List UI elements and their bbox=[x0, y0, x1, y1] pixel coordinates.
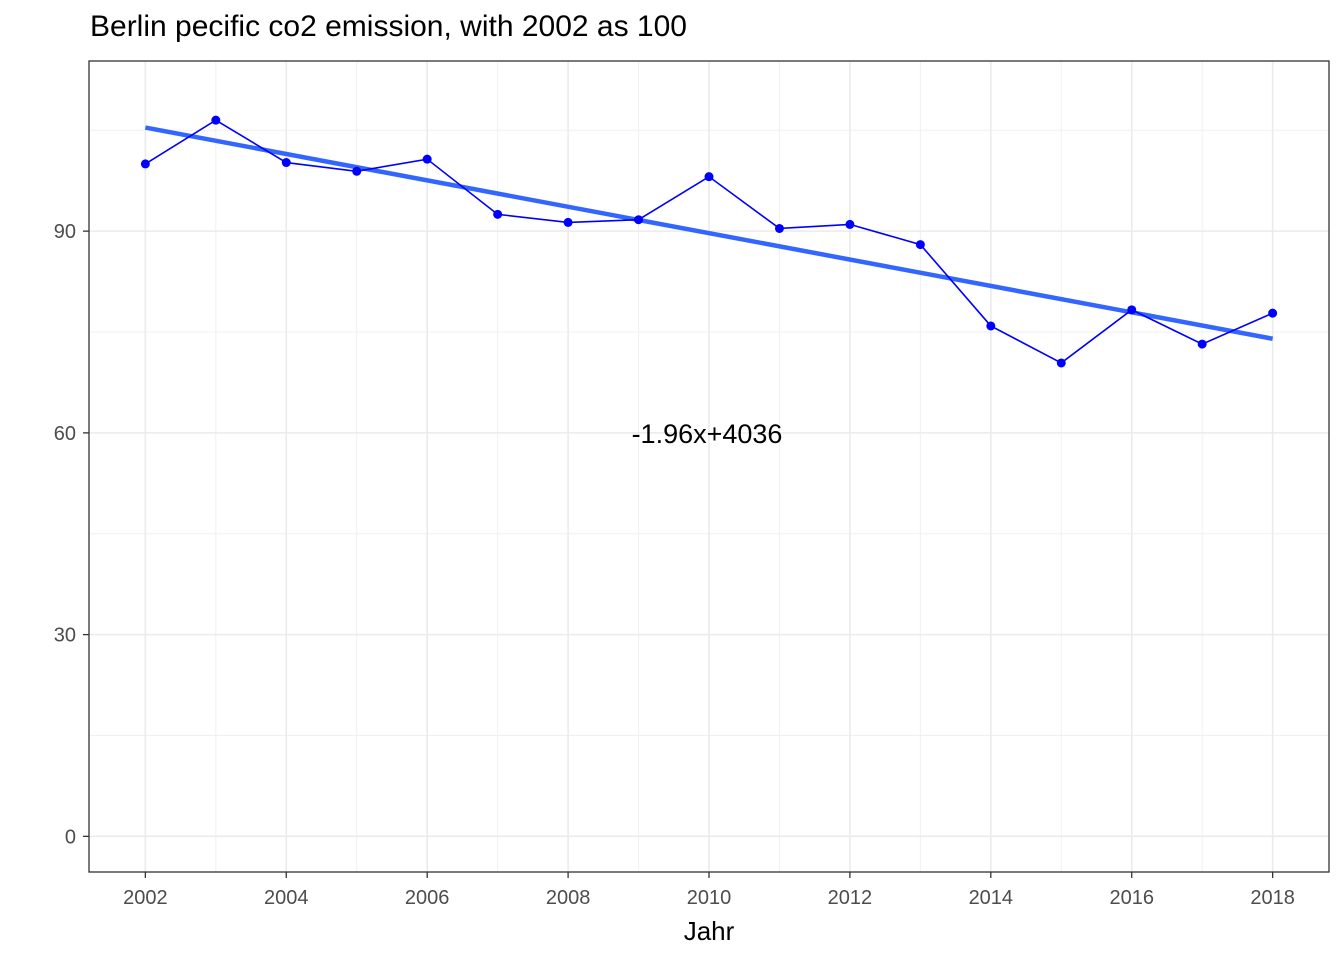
data-point bbox=[915, 240, 925, 250]
y-tick-label: 90 bbox=[54, 221, 76, 243]
data-point bbox=[986, 321, 996, 331]
x-axis-title: Jahr bbox=[684, 916, 735, 946]
x-tick-label: 2014 bbox=[969, 887, 1014, 909]
data-point bbox=[845, 219, 855, 229]
series-layer bbox=[140, 115, 1278, 368]
x-tick-label: 2006 bbox=[405, 887, 450, 909]
data-point bbox=[352, 166, 362, 176]
data-point bbox=[211, 115, 221, 125]
x-tick-label: 2016 bbox=[1109, 887, 1154, 909]
data-point bbox=[1268, 308, 1278, 318]
y-tick-label: 30 bbox=[54, 625, 76, 647]
y-tick-label: 60 bbox=[54, 423, 76, 445]
data-point bbox=[281, 158, 291, 168]
x-tick-label: 2010 bbox=[687, 887, 732, 909]
x-tick-label: 2018 bbox=[1250, 887, 1295, 909]
data-point bbox=[563, 217, 573, 227]
data-point bbox=[493, 209, 503, 219]
axis-layer: 2002 2004 2006 2008 2010 2012 2014 2016 2018 0 30 6… bbox=[54, 221, 1295, 909]
data-point bbox=[634, 215, 644, 225]
y-tick-label: 0 bbox=[65, 826, 76, 848]
data-point bbox=[704, 172, 714, 182]
x-tick-label: 2002 bbox=[123, 887, 168, 909]
data-point bbox=[1127, 305, 1137, 315]
trendline-equation-annotation: -1.96x+4036 bbox=[632, 419, 783, 449]
chart-title: Berlin pecific co2 emission, with 2002 a… bbox=[90, 10, 687, 43]
data-point bbox=[774, 223, 784, 233]
trendline-layer bbox=[144, 125, 1274, 341]
data-point bbox=[1197, 339, 1207, 349]
regression-trendline bbox=[144, 125, 1274, 341]
data-point bbox=[140, 159, 150, 169]
x-tick-label: 2012 bbox=[828, 887, 873, 909]
data-point bbox=[1056, 358, 1066, 368]
major-gridlines bbox=[89, 61, 1329, 872]
x-tick-label: 2004 bbox=[264, 887, 309, 909]
x-tick-label: 2008 bbox=[546, 887, 591, 909]
data-point bbox=[422, 154, 432, 164]
